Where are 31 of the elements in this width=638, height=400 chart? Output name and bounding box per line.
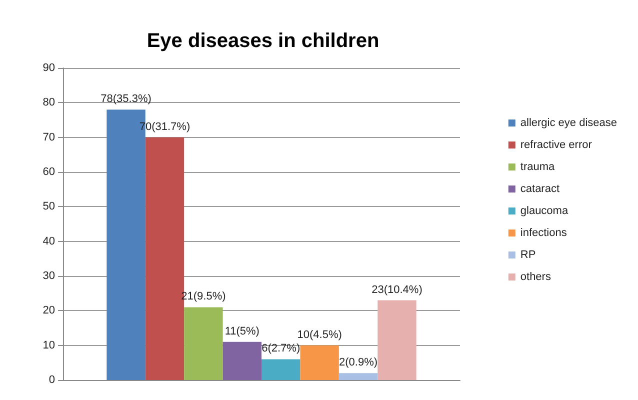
data-label: 11(5%) [224,325,260,338]
legend-label: allergic eye disease [520,117,618,129]
bar [338,373,378,380]
y-tick-label: 80 [42,96,55,109]
legend-label: glaucoma [520,205,569,217]
legend-label: others [520,271,552,283]
data-label: 2(0.9%) [339,356,378,369]
legend-label: infections [520,227,568,239]
y-tick-label: 50 [42,200,55,213]
y-tick-label: 70 [42,131,55,144]
bar [378,300,416,380]
data-label: 23(10.4%) [372,284,422,296]
legend-label: refractive error [520,139,592,151]
bar [300,345,339,380]
y-tick-label: 30 [42,270,55,282]
y-tick-label: 90 [42,62,55,74]
legend-label: RP [520,249,536,261]
y-tick-label: 0 [48,374,55,386]
bar [262,359,300,380]
bar [222,342,262,380]
data-label: 10(4.5%) [297,328,342,341]
legend-label: trauma [520,161,556,173]
legend-label: cataract [520,183,560,195]
y-tick-label: 40 [42,235,55,248]
y-tick-label: 10 [42,339,55,352]
y-tick-label: 60 [42,166,55,178]
y-tick-label: 20 [42,304,55,317]
chart-title: Eye diseases in children [146,30,380,52]
data-label: 78(35.3%) [100,93,152,106]
data-label: 6(2.7%) [262,342,300,355]
bar [184,307,223,380]
